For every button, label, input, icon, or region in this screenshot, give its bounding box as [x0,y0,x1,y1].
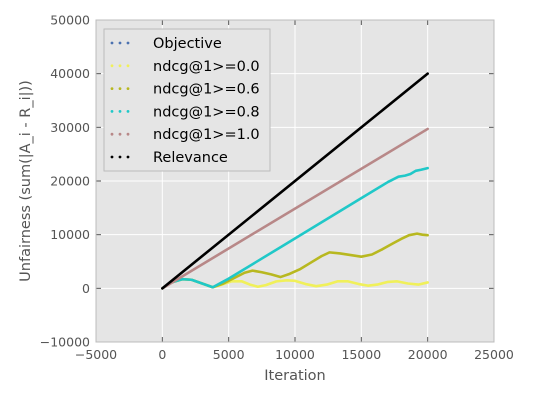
y-tick-label: 50000 [50,13,90,28]
y-tick-label: 10000 [50,227,90,242]
x-axis-label: Iteration [264,368,326,384]
legend-marker-3-2 [126,110,130,113]
legend-marker-5-2 [126,155,130,159]
legend-marker-3-1 [118,110,122,113]
legend-marker-4-2 [126,132,130,136]
y-tick-label: −10000 [40,335,90,350]
legend-marker-1-0 [110,64,114,68]
legend-marker-4-1 [118,132,122,136]
legend-marker-0-2 [126,41,130,45]
legend-marker-5-1 [118,155,122,159]
x-tick-label: 5000 [213,347,245,362]
legend-marker-2-2 [126,87,130,90]
legend-marker-3-0 [110,110,114,113]
legend-marker-5-0 [110,155,114,159]
legend-marker-0-1 [118,41,122,45]
series-lines [161,72,429,290]
x-tick-label: 0 [158,347,166,362]
x-tick-label: 15000 [341,347,381,362]
x-tick-label: 10000 [275,347,315,362]
plot-frame [95,19,495,343]
legend-marker-2-0 [110,87,114,90]
legend-label: Relevance [153,150,228,166]
legend-marker-4-0 [110,132,114,136]
legend-marker-1-2 [126,64,130,68]
x-tick-label: 20000 [408,347,448,362]
y-tick-label: 20000 [50,174,90,189]
legend-marker-0-0 [110,41,114,45]
series-line-3 [161,166,429,290]
series-line-5 [161,72,429,290]
legend-label: ndcg@1>=1.0 [153,127,260,143]
legend-label: Objective [153,36,222,52]
legend-label: ndcg@1>=0.6 [153,82,260,98]
x-tick-label: 25000 [474,347,514,362]
legend-marker-1-1 [118,64,122,68]
legend-marker-2-1 [118,87,122,90]
y-tick-label: 40000 [50,66,90,81]
legend-box [103,28,271,172]
tick-labels: −5000 0 5000 10000 15000 20000 25000 −10000 0 100… [40,13,514,363]
series-line-4 [161,127,429,290]
y-axis-label: Unfairness (sum(|A_i - R_i|)) [18,80,34,282]
legend-label: ndcg@1>=0.0 [153,59,260,75]
y-tick-label: 30000 [50,120,90,135]
legend: Objective ndcg@1>=0.0 ndcg@1>=0.6 ndcg@1>=0… [103,28,271,172]
legend-label: ndcg@1>=0.8 [153,104,260,120]
x-tick-label: −5000 [75,347,117,362]
y-tick-label: 0 [82,281,90,296]
